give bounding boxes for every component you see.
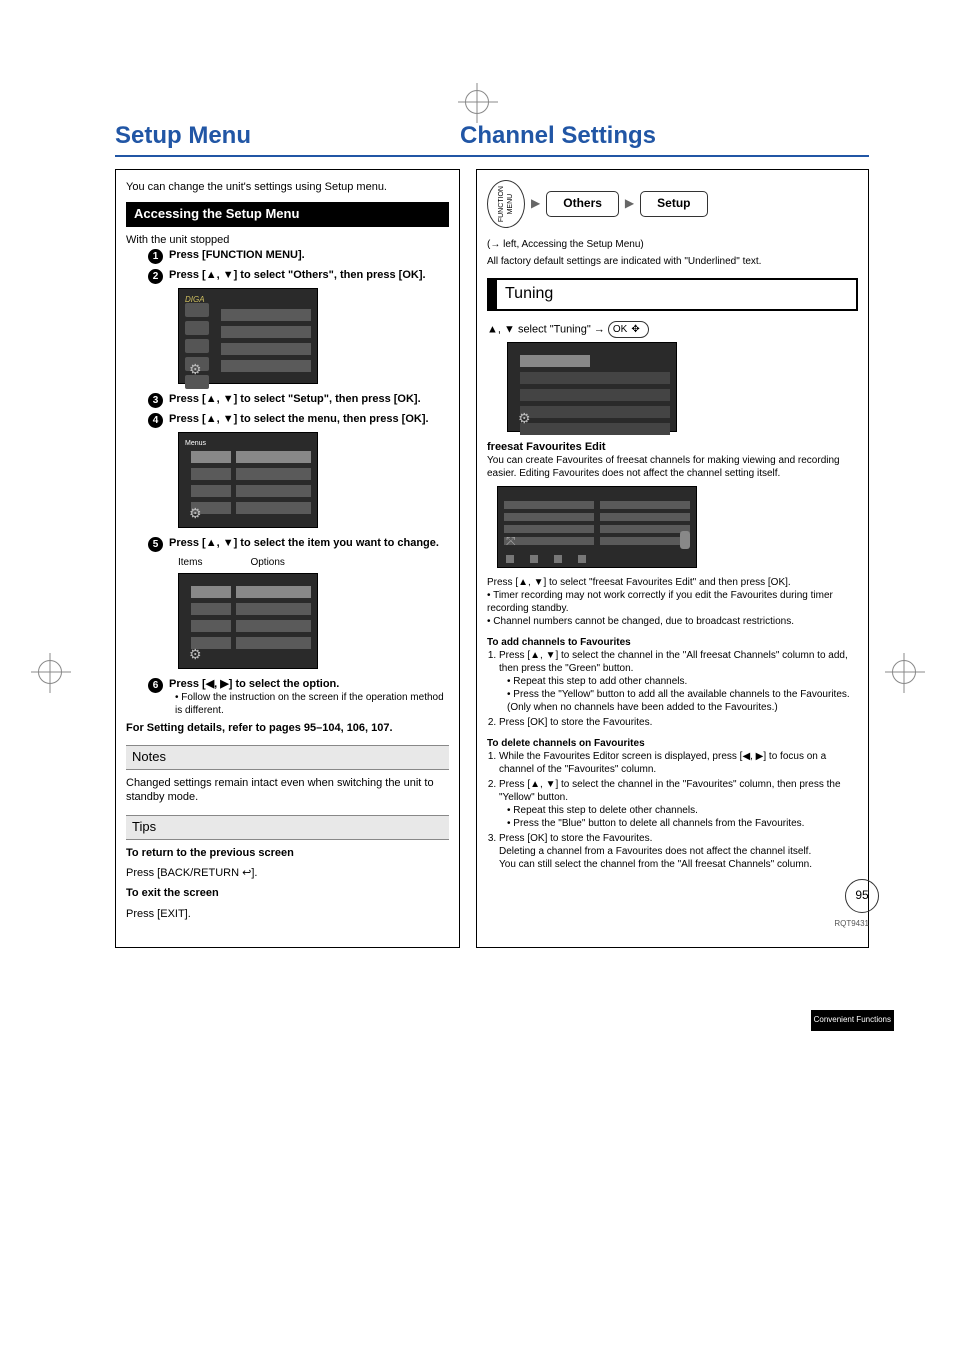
color-buttons-row bbox=[506, 555, 586, 563]
tip2-title: To exit the screen bbox=[126, 886, 449, 900]
ok-label: OK bbox=[613, 323, 627, 336]
fav-bullet-2: • Channel numbers cannot be changed, due… bbox=[487, 615, 858, 628]
with-unit-stopped: With the unit stopped bbox=[126, 233, 449, 247]
step-6: 6 Press [◀, ▶] to select the option. • F… bbox=[148, 677, 449, 717]
intro-text: You can change the unit's settings using… bbox=[126, 180, 449, 194]
del-step-1: While the Favourites Editor screen is di… bbox=[499, 750, 858, 776]
step-num-6: 6 bbox=[148, 678, 163, 693]
page-number: 95 bbox=[845, 879, 879, 913]
scroll-indicator bbox=[680, 531, 690, 549]
right-column: FUNCTION MENU ▶ Others ▶ Setup (→ left, … bbox=[476, 169, 869, 948]
title-rule bbox=[115, 155, 869, 157]
screenshot-items-options: ⚙ bbox=[178, 573, 318, 669]
items-options-labels: Items Options bbox=[178, 556, 449, 569]
screenshot-tuning-menu: ⚙ bbox=[507, 342, 677, 432]
gear-icon: ⚙ bbox=[189, 360, 202, 378]
doc-code: RQT9431 bbox=[834, 919, 869, 929]
setup-button[interactable]: Setup bbox=[640, 191, 707, 217]
side-tab-label: Convenient Functions bbox=[814, 1015, 891, 1024]
left-column: You can change the unit's settings using… bbox=[115, 169, 460, 948]
step-6-sub: • Follow the instruction on the screen i… bbox=[175, 691, 449, 717]
move-icon: ⤧ bbox=[506, 534, 516, 550]
step-num-4: 4 bbox=[148, 413, 163, 428]
del-step-3: Press [OK] to store the Favourites. Dele… bbox=[499, 832, 858, 871]
tuning-heading: Tuning bbox=[487, 278, 858, 311]
step-4: 4 Press [▲, ▼] to select the menu, then … bbox=[148, 412, 449, 428]
screenshot-menus: Menus ⚙ bbox=[178, 432, 318, 528]
freesat-fav-edit-title: freesat Favourites Edit bbox=[487, 440, 858, 454]
step-1: 1 Press [FUNCTION MENU]. bbox=[148, 248, 449, 264]
select-tuning-text: ▲, ▼ select "Tuning" → bbox=[487, 323, 608, 335]
function-menu-icon: FUNCTION MENU bbox=[487, 180, 525, 228]
gear-icon: ⚙ bbox=[518, 409, 531, 427]
delete-channels-list: While the Favourites Editor screen is di… bbox=[499, 750, 858, 871]
tips-head: Tips bbox=[126, 815, 449, 840]
step-num-2: 2 bbox=[148, 269, 163, 284]
function-menu-row: FUNCTION MENU ▶ Others ▶ Setup bbox=[487, 180, 858, 228]
registration-mark-left bbox=[38, 660, 62, 684]
menus-label: Menus bbox=[185, 439, 311, 448]
others-button[interactable]: Others bbox=[546, 191, 619, 217]
ref-defaults: All factory default settings are indicat… bbox=[487, 255, 858, 268]
side-tab: Convenient Functions bbox=[811, 1010, 894, 1031]
step-2: 2 Press [▲, ▼] to select "Others", then … bbox=[148, 268, 449, 284]
menu-icon bbox=[185, 321, 209, 335]
del-step-2-sub1: • Repeat this step to delete other chann… bbox=[507, 804, 858, 817]
options-label: Options bbox=[250, 556, 284, 569]
add-step-1-text: Press [▲, ▼] to select the channel in th… bbox=[499, 650, 848, 674]
menu-icon bbox=[185, 339, 209, 353]
tip1-title: To return to the previous screen bbox=[126, 846, 449, 860]
step-6-text: Press [◀, ▶] to select the option. bbox=[169, 678, 339, 690]
add-step-1: Press [▲, ▼] to select the channel in th… bbox=[499, 649, 858, 714]
chevron-right-icon: ▶ bbox=[625, 196, 634, 212]
step-5: 5 Press [▲, ▼] to select the item you wa… bbox=[148, 536, 449, 552]
select-tuning-line: ▲, ▼ select "Tuning" → OK ✥ bbox=[487, 321, 858, 338]
delete-channels-title: To delete channels on Favourites bbox=[487, 737, 858, 750]
items-label: Items bbox=[178, 556, 202, 569]
step-4-text: Press [▲, ▼] to select the menu, then pr… bbox=[169, 412, 449, 426]
fav-bullet-1: • Timer recording may not work correctly… bbox=[487, 589, 858, 615]
add-step-1-sub1: • Repeat this step to add other channels… bbox=[507, 675, 858, 688]
title-setup-menu: Setup Menu bbox=[115, 120, 460, 151]
step-3: 3 Press [▲, ▼] to select "Setup", then p… bbox=[148, 392, 449, 408]
function-menu-label: FUNCTION MENU bbox=[497, 186, 515, 222]
del-step-3-sub1: Deleting a channel from a Favourites doe… bbox=[499, 845, 858, 858]
del-step-3-text: Press [OK] to store the Favourites. bbox=[499, 833, 652, 844]
del-step-3-sub2: You can still select the channel from th… bbox=[499, 858, 858, 871]
tip1-body: Press [BACK/RETURN ↩]. bbox=[126, 866, 449, 880]
notes-body: Changed settings remain intact even when… bbox=[126, 776, 449, 805]
gear-icon: ⚙ bbox=[189, 504, 202, 522]
screenshot-others-menu: DIGA ⚙ bbox=[178, 288, 318, 384]
joystick-icon: ✥ bbox=[631, 323, 639, 336]
menu-icon bbox=[185, 303, 209, 317]
del-step-2-text: Press [▲, ▼] to select the channel in th… bbox=[499, 779, 841, 803]
add-channels-list: Press [▲, ▼] to select the channel in th… bbox=[499, 649, 858, 729]
step-num-1: 1 bbox=[148, 249, 163, 264]
step-2-text: Press [▲, ▼] to select "Others", then pr… bbox=[169, 268, 449, 282]
add-step-2: Press [OK] to store the Favourites. bbox=[499, 716, 858, 729]
step-num-3: 3 bbox=[148, 393, 163, 408]
chevron-right-icon: ▶ bbox=[531, 196, 540, 212]
registration-mark-top bbox=[465, 90, 489, 114]
accessing-bar: Accessing the Setup Menu bbox=[126, 202, 449, 227]
step-num-5: 5 bbox=[148, 537, 163, 552]
fav-press-line: Press [▲, ▼] to select "freesat Favourit… bbox=[487, 576, 858, 589]
tip2-body: Press [EXIT]. bbox=[126, 907, 449, 921]
title-channel-settings: Channel Settings bbox=[460, 120, 656, 151]
step-3-text: Press [▲, ▼] to select "Setup", then pre… bbox=[169, 392, 449, 406]
setting-details-ref: For Setting details, refer to pages 95–1… bbox=[126, 721, 449, 735]
del-step-2: Press [▲, ▼] to select the channel in th… bbox=[499, 778, 858, 830]
screenshot-fav-editor: ⤧ bbox=[497, 486, 697, 568]
ok-button[interactable]: OK ✥ bbox=[608, 321, 649, 338]
add-step-1-sub2: • Press the "Yellow" button to add all t… bbox=[507, 688, 858, 714]
registration-mark-right bbox=[892, 660, 916, 684]
gear-icon: ⚙ bbox=[189, 645, 202, 663]
ref-accessing: (→ left, Accessing the Setup Menu) bbox=[487, 238, 858, 251]
add-channels-title: To add channels to Favourites bbox=[487, 636, 858, 649]
freesat-fav-edit-body: You can create Favourites of freesat cha… bbox=[487, 454, 858, 480]
notes-head: Notes bbox=[126, 745, 449, 770]
del-step-2-sub2: • Press the "Blue" button to delete all … bbox=[507, 817, 858, 830]
step-5-text: Press [▲, ▼] to select the item you want… bbox=[169, 536, 449, 550]
step-1-text: Press [FUNCTION MENU]. bbox=[169, 248, 449, 262]
